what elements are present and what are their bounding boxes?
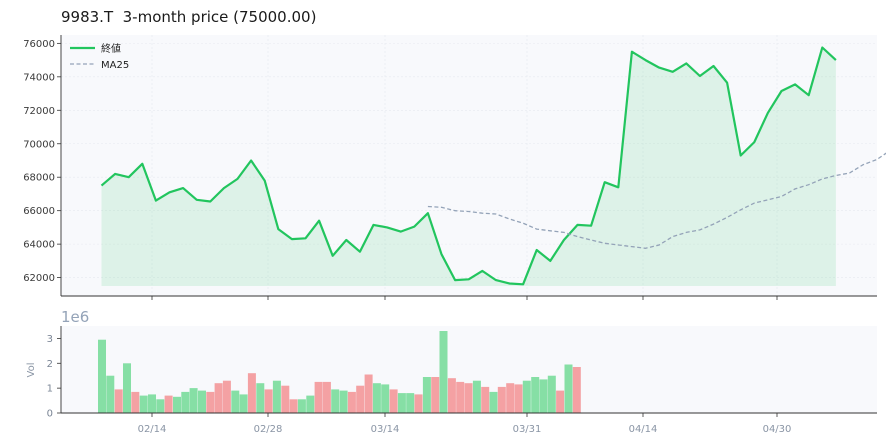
volume-bar bbox=[522, 380, 531, 413]
volume-bar bbox=[339, 390, 348, 413]
volume-bar bbox=[264, 389, 273, 413]
volume-bar bbox=[414, 394, 423, 413]
price-plot-area bbox=[61, 35, 877, 296]
volume-bar bbox=[447, 378, 456, 413]
volume-bar bbox=[422, 377, 431, 413]
volume-bar bbox=[306, 395, 315, 413]
x-tick-label: 03/14 bbox=[371, 424, 400, 435]
volume-bar bbox=[322, 381, 331, 413]
volume-bar bbox=[472, 380, 481, 413]
price-ytick-label: 70000 bbox=[23, 139, 55, 150]
close-price-area bbox=[101, 47, 836, 286]
legend-ma25-label: MA25 bbox=[101, 60, 129, 71]
volume-bar bbox=[297, 399, 306, 413]
volume-panel: 0 1 2 3 1e6 Vol 02/14 02/28 03/14 03/31 04/14 04/30 bbox=[26, 308, 877, 435]
volume-bar bbox=[531, 377, 540, 413]
volume-bar bbox=[347, 391, 356, 413]
volume-ytick-label: 3 bbox=[47, 334, 53, 345]
x-tick-label: 03/31 bbox=[513, 424, 542, 435]
volume-bar bbox=[114, 389, 123, 413]
volume-bar bbox=[514, 384, 523, 413]
volume-bar bbox=[389, 389, 398, 413]
volume-bar bbox=[139, 395, 148, 413]
volume-bar bbox=[381, 384, 390, 413]
volume-bar bbox=[372, 383, 381, 413]
volume-bar bbox=[481, 386, 490, 413]
price-ytick-label: 68000 bbox=[23, 173, 55, 184]
volume-bar bbox=[106, 375, 115, 413]
volume-bar bbox=[464, 383, 473, 413]
volume-scale-label: 1e6 bbox=[61, 308, 89, 326]
volume-bar bbox=[239, 394, 248, 413]
volume-bar bbox=[123, 363, 131, 413]
volume-bar bbox=[364, 374, 373, 413]
x-tick-label: 04/30 bbox=[763, 424, 792, 435]
volume-bar bbox=[148, 394, 156, 413]
x-tick-label: 02/14 bbox=[138, 424, 167, 435]
volume-bar bbox=[131, 391, 140, 413]
volume-bar bbox=[198, 390, 206, 413]
volume-bar bbox=[214, 383, 223, 413]
volume-bar bbox=[539, 379, 548, 413]
price-ytick-label: 62000 bbox=[23, 273, 55, 284]
volume-bar bbox=[181, 391, 190, 413]
x-tick-label: 02/28 bbox=[254, 424, 283, 435]
volume-ylabel: Vol bbox=[26, 363, 37, 378]
volume-bar bbox=[572, 367, 581, 413]
volume-bar bbox=[497, 386, 506, 413]
volume-ytick-label: 1 bbox=[47, 384, 53, 395]
volume-bar bbox=[406, 393, 415, 413]
price-ytick-label: 72000 bbox=[23, 106, 55, 117]
volume-bar bbox=[173, 396, 181, 413]
volume-bar bbox=[564, 364, 573, 413]
price-panel: 62000 64000 66000 68000 70000 72000 74000 76000 bbox=[23, 35, 886, 300]
volume-bar bbox=[547, 375, 556, 413]
legend-close-label: 終値 bbox=[101, 42, 121, 55]
volume-bar bbox=[314, 381, 323, 413]
close-price-line bbox=[100, 46, 837, 286]
volume-bar bbox=[456, 381, 465, 413]
legend: 終値 MA25 bbox=[70, 42, 129, 71]
volume-bar bbox=[439, 331, 448, 413]
ma25-line bbox=[427, 152, 886, 249]
volume-bar bbox=[281, 385, 290, 413]
volume-bar bbox=[98, 339, 106, 413]
volume-bar bbox=[556, 390, 565, 413]
price-ytick-label: 74000 bbox=[23, 72, 55, 83]
volume-bar bbox=[164, 395, 173, 413]
volume-bar bbox=[189, 388, 198, 413]
volume-bar bbox=[156, 399, 165, 413]
volume-ytick-label: 2 bbox=[47, 359, 53, 370]
volume-bar bbox=[289, 399, 298, 413]
volume-bar bbox=[231, 390, 240, 413]
volume-bar bbox=[506, 383, 515, 413]
volume-bar bbox=[256, 383, 265, 413]
volume-bar bbox=[247, 373, 256, 413]
volume-bar bbox=[272, 380, 281, 413]
volume-bar bbox=[397, 393, 406, 413]
volume-bar bbox=[222, 380, 231, 413]
volume-bar bbox=[206, 391, 215, 413]
volume-bar bbox=[431, 377, 440, 413]
volume-ytick-label: 0 bbox=[47, 409, 53, 420]
x-tick-label: 04/14 bbox=[629, 424, 658, 435]
volume-bar bbox=[489, 391, 498, 413]
volume-bar bbox=[331, 389, 340, 413]
price-ytick-label: 64000 bbox=[23, 240, 55, 251]
price-ytick-label: 66000 bbox=[23, 206, 55, 217]
chart-title: 9983.T 3-month price (75000.00) bbox=[61, 8, 317, 26]
volume-bar bbox=[356, 385, 365, 413]
price-ytick-label: 76000 bbox=[23, 39, 55, 50]
